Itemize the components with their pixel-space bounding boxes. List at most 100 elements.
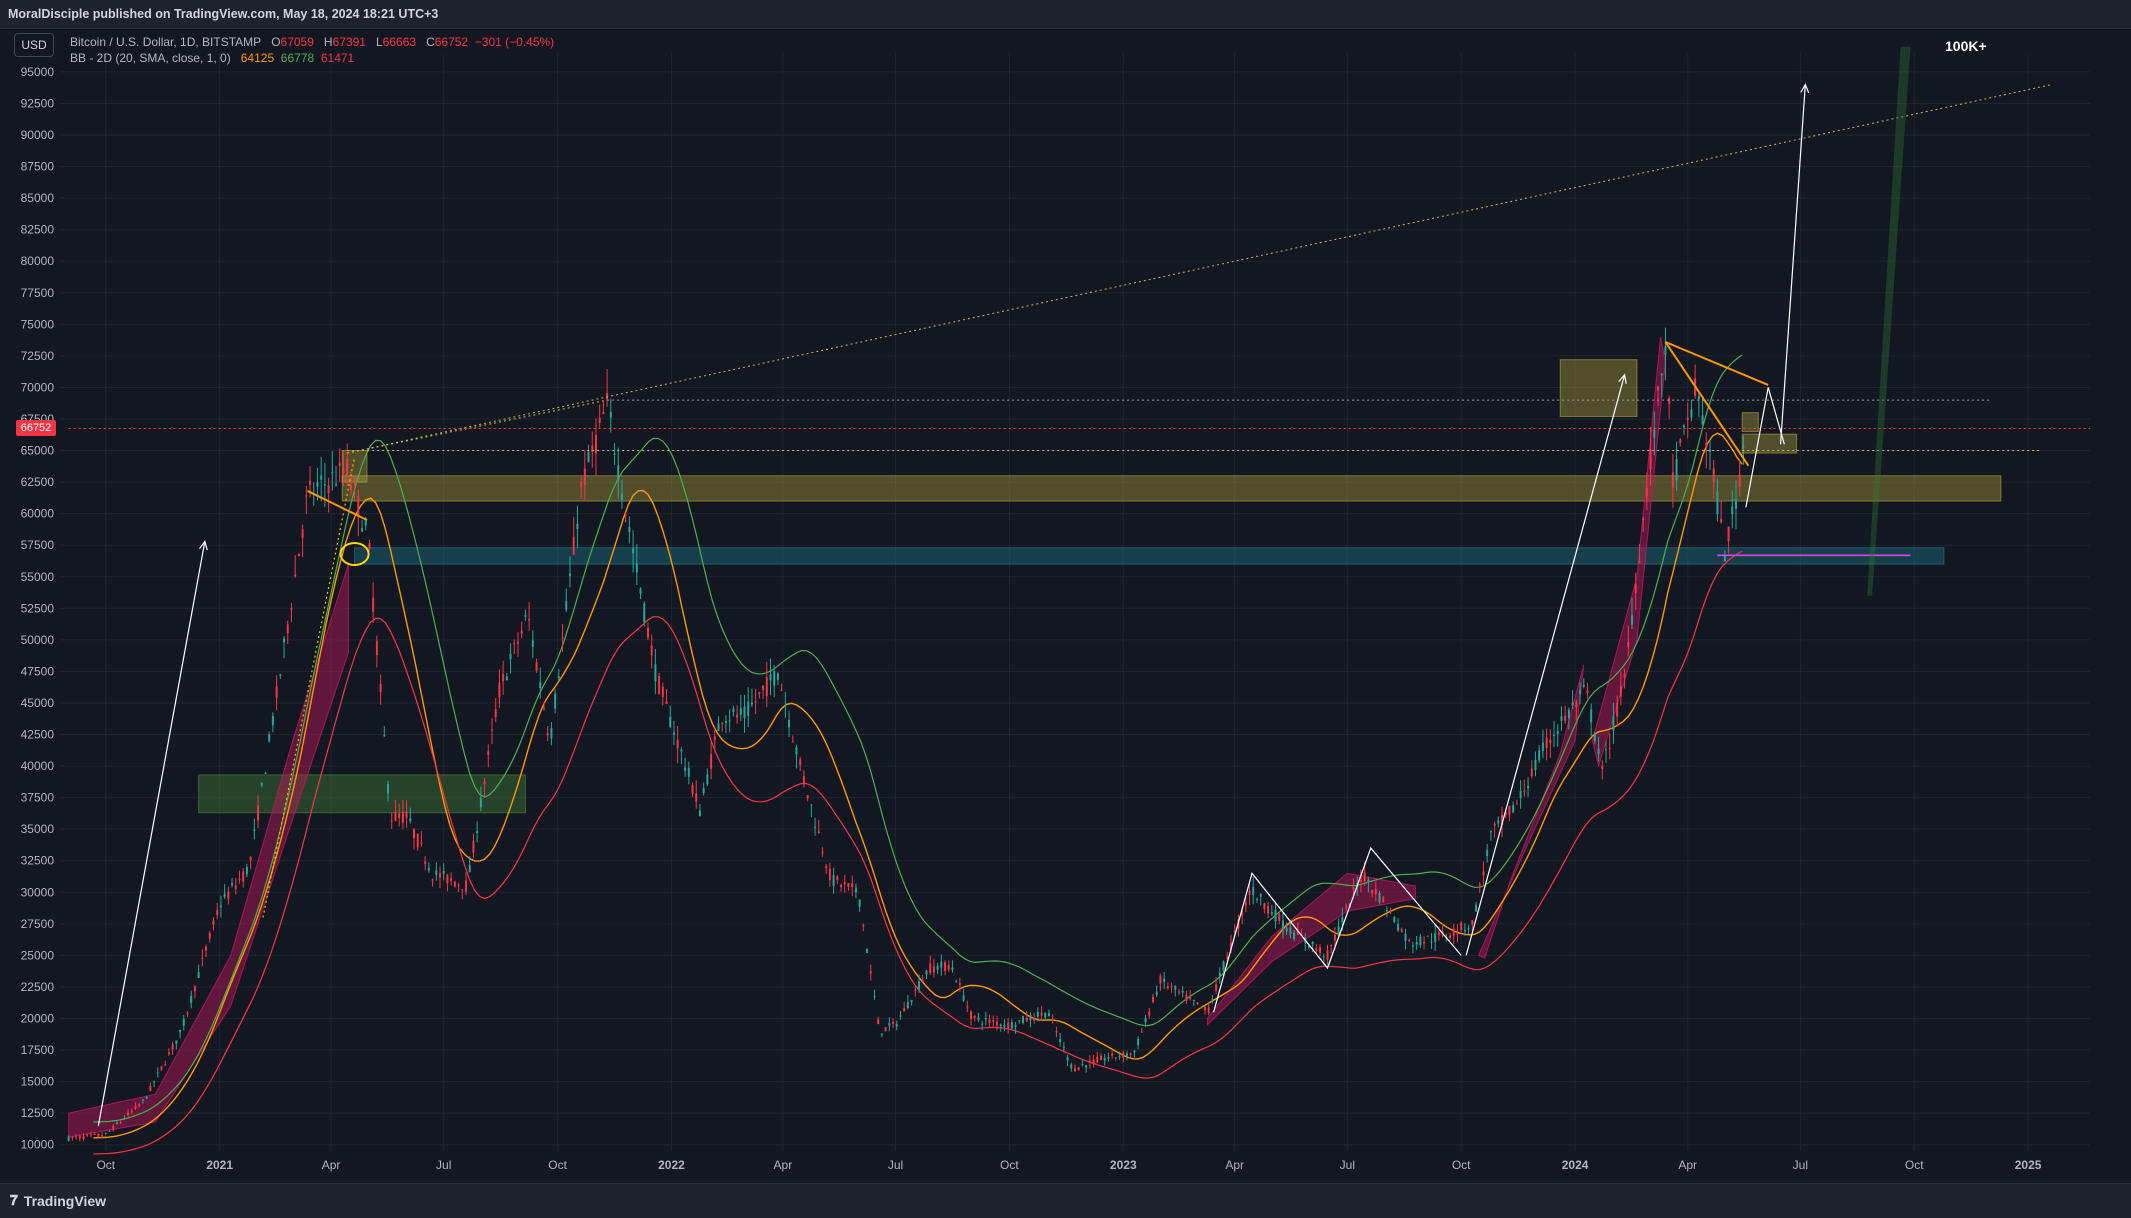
candle-body (179, 1029, 182, 1033)
candle-body (958, 983, 961, 985)
candle-body (145, 1096, 148, 1099)
candle-body (1155, 991, 1158, 995)
legend-o-label: O (271, 35, 281, 49)
candle-body (361, 528, 364, 532)
candle-body (115, 1122, 118, 1124)
y-tick-label: 25000 (21, 948, 55, 962)
candle-body (1612, 716, 1615, 731)
candle-body (665, 701, 668, 704)
candle-body (1697, 395, 1700, 400)
candle-body (1215, 984, 1218, 991)
candle-body (1530, 768, 1533, 777)
arc-overlay (68, 563, 349, 1138)
candle-body (260, 782, 263, 786)
legend-c-label: C (426, 35, 435, 49)
candle-body (1549, 739, 1552, 744)
x-tick-label: Oct (1905, 1158, 1924, 1172)
price-chart[interactable]: 10000 12500 15000 17500 20000 22500 25000 27500… (0, 29, 2131, 1183)
candle-body (468, 865, 471, 873)
candle-body (1619, 686, 1622, 697)
candle-body (104, 1132, 107, 1134)
candle-body (231, 883, 234, 886)
candle-body (1712, 468, 1715, 483)
candle-body (1022, 1016, 1025, 1023)
candle-body (1118, 1056, 1121, 1058)
candle-body (1088, 1060, 1091, 1063)
candle-body (814, 826, 817, 828)
candle-body (1404, 933, 1407, 941)
candle-body (1252, 886, 1255, 896)
candle-body (75, 1136, 78, 1138)
candle-body (1720, 518, 1723, 523)
legend-bb-lower: 61471 (320, 51, 355, 65)
candle-body (290, 607, 293, 611)
candle-body (1671, 472, 1674, 488)
zigzag-projection (1213, 846, 1462, 1013)
candle-body (1222, 961, 1225, 971)
legend-bb-row: BB - 2D (20, SMA, close, 1, 0) 64125 667… (70, 50, 554, 66)
candle-body (89, 1134, 92, 1136)
y-tick-label: 55000 (21, 570, 55, 584)
candle-body (1133, 1050, 1136, 1053)
dotted-fib-line (262, 456, 356, 918)
candle-body (784, 704, 787, 706)
candle-body (342, 470, 345, 474)
candle-body (186, 1012, 189, 1014)
candle-body (698, 810, 701, 817)
candle-body (156, 1072, 159, 1074)
candle-body (1289, 927, 1292, 935)
candle-body (409, 818, 412, 822)
x-tick-label: 2024 (1562, 1158, 1589, 1172)
candle-body (550, 728, 553, 739)
candle-body (483, 781, 486, 785)
candle-body (1408, 939, 1411, 941)
candle-body (1203, 1007, 1206, 1011)
candle-body (936, 965, 939, 970)
x-tick-label: 2025 (2015, 1158, 2042, 1172)
candle-body (1449, 935, 1452, 938)
candle-body (1307, 945, 1310, 948)
candle-body (227, 891, 230, 899)
candle-body (335, 483, 338, 485)
candle-body (970, 1011, 973, 1020)
candle-body (524, 615, 527, 617)
candle-body (1586, 690, 1589, 694)
projection-stripe (1867, 46, 1911, 596)
tradingview-logo[interactable]: 𝟕 TradingView (10, 1192, 106, 1209)
candle-body (1556, 731, 1559, 734)
drawings (68, 46, 2090, 1126)
candle-body (82, 1135, 85, 1139)
candle-body (992, 1020, 995, 1022)
y-tick-label: 77500 (21, 286, 55, 300)
candle-body (1014, 1025, 1017, 1027)
tradingview-logo-text: TradingView (23, 1192, 107, 1209)
candle-body (1734, 499, 1737, 509)
candle-body (646, 627, 649, 638)
candle-body (750, 702, 753, 705)
candle-body (1081, 1064, 1084, 1066)
currency-button[interactable]: USD (14, 33, 54, 57)
candle-body (1330, 945, 1333, 947)
candle-body (279, 674, 282, 676)
candle-body (383, 735, 386, 737)
candle-body (695, 793, 698, 802)
candle-body (1482, 871, 1485, 876)
candle-body (446, 874, 449, 884)
candle-body (431, 879, 434, 881)
projection-arrow (97, 541, 206, 1126)
candle-body (1460, 922, 1463, 931)
zone-yellow (1741, 412, 1759, 433)
candle-body (580, 482, 583, 488)
candle-body (1267, 906, 1270, 914)
candle-body (1241, 910, 1244, 917)
y-tick-label: 95000 (21, 65, 55, 79)
projection-arrow (1779, 84, 1806, 445)
zones (198, 359, 2002, 814)
candle-body (780, 689, 783, 691)
candle-body (101, 1135, 104, 1137)
candle-body (528, 619, 531, 621)
candle-body (1189, 996, 1192, 999)
candle-body (1560, 716, 1563, 721)
candle-body (643, 603, 646, 623)
x-tick-label: Apr (774, 1158, 793, 1172)
